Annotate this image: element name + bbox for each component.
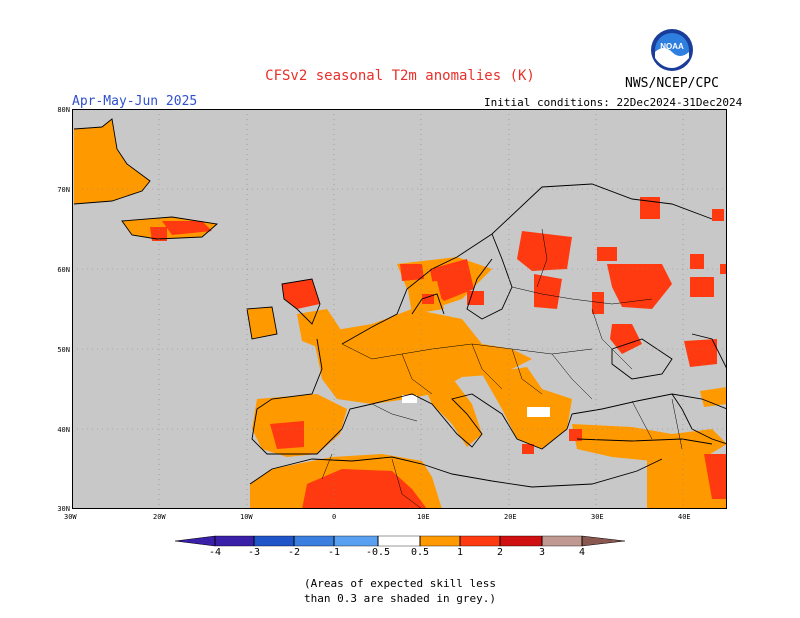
lat-label: 30N: [57, 505, 70, 513]
lon-label: 10E: [417, 513, 430, 521]
anomaly-patch-iceland-warm: [162, 221, 212, 235]
grid-lines: [72, 109, 727, 509]
colorbar-label: -0.5: [365, 547, 391, 558]
colorbar-label: -4: [208, 547, 222, 558]
lat-label: 50N: [57, 346, 70, 354]
agency-label: NWS/NCEP/CPC: [625, 76, 719, 91]
colorbar-cell: [499, 535, 543, 547]
anomaly-patch-norway-warm: [400, 259, 474, 301]
forecast-period: Apr-May-Jun 2025: [72, 94, 198, 109]
colorbar-cell: [214, 535, 255, 547]
anomaly-map: [72, 109, 727, 509]
anomaly-patch-greenland: [74, 119, 150, 204]
chart-title: CFSv2 seasonal T2m anomalies (K): [265, 68, 535, 84]
colorbar-label: -3: [247, 547, 261, 558]
anomaly-patch-scotland: [282, 279, 320, 309]
anomaly-patch-finland: [517, 231, 572, 271]
lon-label: 20W: [153, 513, 166, 521]
anomaly-patch-turkey: [572, 424, 727, 461]
colorbar-cell: [377, 535, 421, 547]
anomaly-patch-kola: [640, 197, 660, 219]
colorbar-label: 2: [496, 547, 504, 558]
lon-label: 40E: [678, 513, 691, 521]
footnote-line: (Areas of expected skill less: [303, 577, 497, 590]
colorbar-label: -2: [287, 547, 301, 558]
colorbar-label: 3: [538, 547, 546, 558]
initial-conditions: Initial conditions: 22Dec2024-31Dec2024: [484, 96, 743, 109]
lon-label: 30E: [591, 513, 604, 521]
lat-label: 60N: [57, 266, 70, 274]
colorbar-label: 4: [578, 547, 586, 558]
map-frame: [72, 109, 727, 509]
colorbar-cell: [293, 535, 335, 547]
anomaly-patch-west-europe: [312, 309, 532, 404]
colorbar-label: 1: [456, 547, 464, 558]
noaa-logo-text: NOAA: [660, 42, 684, 51]
lat-label: 70N: [57, 186, 70, 194]
noaa-logo-icon: NOAA: [651, 29, 693, 71]
anomaly-patch-russia-south: [610, 324, 642, 354]
anomaly-patch-iberia-warm: [270, 421, 304, 449]
lon-label: 0: [332, 513, 337, 521]
footnote: (Areas of expected skill less than 0.3 a…: [0, 576, 800, 606]
lat-label: 80N: [57, 106, 70, 114]
footnote-line: than 0.3 are shaded in grey.): [303, 592, 497, 605]
coastlines: [73, 118, 727, 488]
lon-label: 20E: [504, 513, 517, 521]
anomaly-patch-sahara-warm: [302, 469, 427, 509]
lon-label: 30W: [64, 513, 77, 521]
colorbar: [174, 535, 626, 547]
colorbar-cell: [459, 535, 501, 547]
lat-label: 40N: [57, 426, 70, 434]
colorbar-label: 0.5: [410, 547, 430, 558]
anomaly-patch-italy: [417, 371, 482, 447]
anomaly-shading: [74, 119, 727, 509]
colorbar-label: -1: [327, 547, 341, 558]
colorbar-arrow-right: [581, 535, 626, 547]
colorbar-ticks: [214, 536, 583, 546]
colorbar-cell: [419, 535, 461, 547]
lon-label: 10W: [240, 513, 253, 521]
colorbar-cell: [541, 535, 583, 547]
borders: [321, 228, 683, 509]
colorbar-arrow-left: [174, 535, 216, 547]
anomaly-patch-russia: [607, 264, 672, 309]
colorbar-cells: [174, 535, 626, 547]
anomaly-patch-baltic: [534, 274, 562, 309]
colorbar-cell: [333, 535, 379, 547]
colorbar-cell: [253, 535, 295, 547]
